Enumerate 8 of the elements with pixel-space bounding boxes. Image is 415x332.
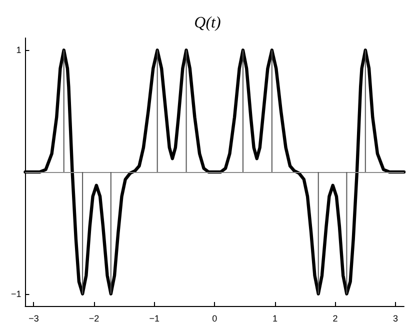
- chart-title: Q(t): [194, 14, 221, 32]
- x-tick-label: 2: [332, 314, 338, 324]
- x-tick-label: 1: [272, 314, 278, 324]
- x-tick-label: −3: [28, 314, 39, 324]
- x-tick-label: 3: [393, 314, 398, 324]
- x-tick-label: −1: [149, 314, 160, 324]
- x-tick-label: −2: [88, 314, 100, 324]
- x-tick-label: 0: [212, 314, 218, 324]
